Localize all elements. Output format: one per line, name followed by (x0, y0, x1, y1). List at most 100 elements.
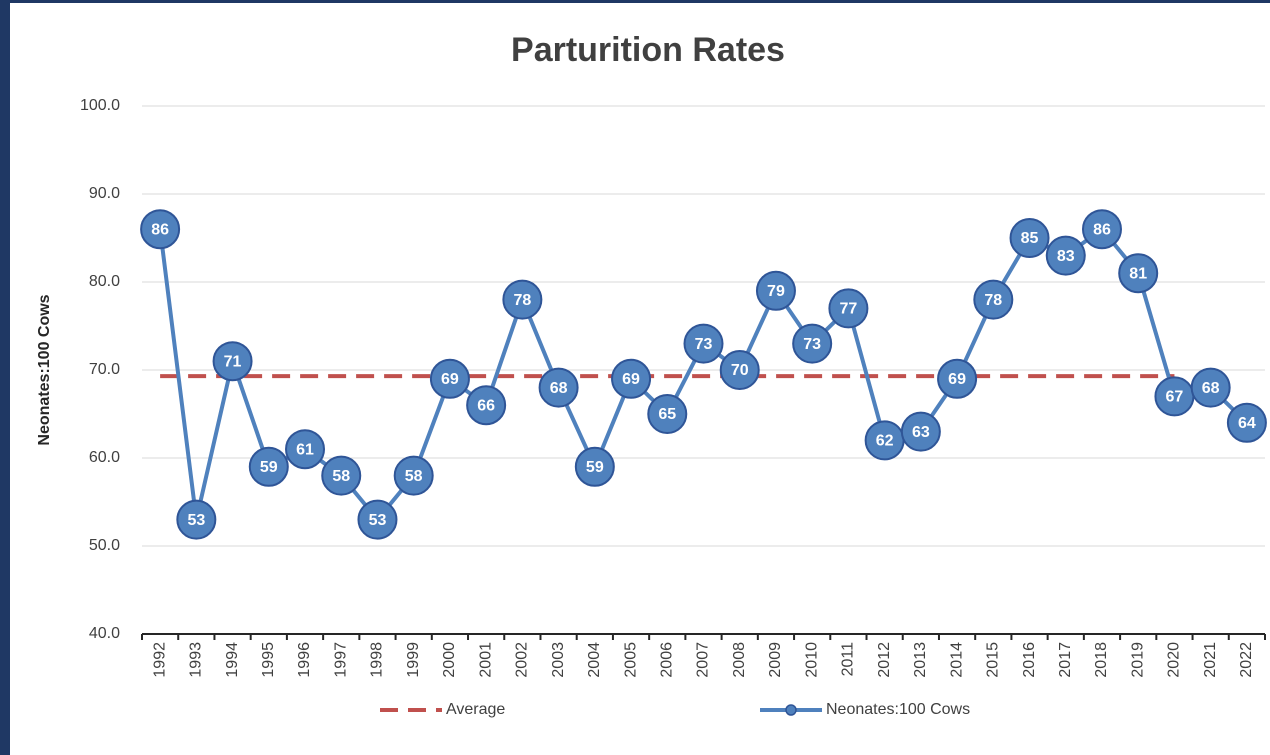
y-tick-label: 40.0 (89, 625, 120, 642)
y-tick-label: 70.0 (89, 361, 120, 378)
x-tick-label: 1999 (405, 642, 422, 678)
point-marker (321, 455, 362, 496)
x-tick-label: 2004 (586, 642, 603, 678)
point-marker (647, 394, 688, 434)
data-label: 86 (151, 221, 169, 238)
x-tick-label: 2012 (876, 642, 893, 678)
data-label: 58 (405, 468, 423, 485)
data-label: 69 (441, 371, 459, 388)
data-label: 86 (1093, 221, 1111, 238)
x-tick-label: 2021 (1202, 642, 1219, 678)
data-label: 81 (1129, 265, 1147, 282)
x-tick-label: 2006 (658, 642, 675, 678)
data-label: 85 (1021, 230, 1039, 247)
data-label: 65 (658, 406, 676, 423)
data-label: 83 (1057, 248, 1075, 265)
point-marker (429, 358, 470, 399)
frame-top (0, 0, 1270, 3)
point-marker (611, 358, 652, 399)
point-marker (792, 323, 833, 364)
x-tick-label: 2016 (1021, 642, 1038, 678)
data-label: 69 (622, 371, 640, 388)
data-label: 58 (332, 468, 350, 485)
data-label: 79 (767, 283, 785, 300)
x-tick-label: 2001 (477, 642, 494, 678)
chart-title: Parturition Rates (511, 31, 785, 69)
x-tick-label: 2010 (803, 642, 820, 678)
data-label: 78 (984, 292, 1002, 309)
data-label: 78 (513, 292, 531, 309)
x-tick-label: 2013 (912, 642, 929, 678)
data-label: 53 (187, 512, 205, 529)
point-marker (393, 455, 434, 496)
x-tick-label: 1995 (260, 642, 277, 678)
point-marker (357, 499, 398, 540)
x-tick-label: 2022 (1238, 642, 1255, 678)
x-tick-label: 1994 (224, 642, 241, 678)
x-tick-label: 2009 (767, 642, 784, 678)
x-tick-label: 1996 (296, 642, 313, 678)
legend-label: Neonates:100 Cows (826, 701, 970, 718)
x-tick-label: 1998 (369, 642, 386, 678)
legend-label: Average (446, 701, 505, 718)
x-tick-label: 2011 (840, 642, 857, 677)
x-tick-label: 2018 (1093, 642, 1110, 678)
data-label: 59 (586, 459, 604, 476)
data-label: 62 (876, 433, 894, 450)
data-label: 73 (695, 336, 713, 353)
point-marker (683, 323, 724, 364)
x-tick-label: 2008 (731, 642, 748, 678)
point-marker (1045, 235, 1086, 276)
legend-marker (785, 704, 797, 716)
x-tick-label: 2017 (1057, 642, 1074, 678)
point-marker (574, 446, 615, 487)
data-label: 67 (1166, 389, 1184, 406)
data-label: 59 (260, 459, 278, 476)
y-tick-label: 100.0 (80, 97, 120, 114)
point-marker (1009, 218, 1050, 258)
x-tick-label: 2019 (1129, 642, 1146, 678)
x-tick-label: 2020 (1166, 642, 1183, 678)
data-label: 53 (369, 512, 387, 529)
data-label: 68 (1202, 380, 1220, 397)
frame-left (0, 0, 10, 755)
point-marker (1118, 253, 1159, 294)
point-marker (212, 341, 253, 382)
data-label: 68 (550, 380, 568, 397)
point-marker (900, 411, 941, 452)
x-tick-label: 1997 (332, 642, 349, 678)
data-label: 66 (477, 397, 495, 414)
x-tick-label: 2015 (985, 642, 1002, 678)
point-marker (248, 446, 289, 487)
x-tick-label: 2002 (514, 642, 531, 678)
x-tick-label: 2000 (441, 642, 458, 678)
x-tick-label: 2003 (550, 642, 567, 678)
data-label: 63 (912, 424, 930, 441)
y-tick-label: 80.0 (89, 273, 120, 290)
y-axis-title: Neonates:100 Cows (36, 294, 53, 445)
x-tick-label: 1992 (151, 642, 168, 678)
x-tick-label: 2014 (948, 642, 965, 678)
data-label: 73 (803, 336, 821, 353)
point-marker (538, 367, 579, 408)
point-marker (755, 270, 796, 311)
data-label: 61 (296, 441, 314, 458)
x-tick-label: 2005 (622, 642, 639, 678)
data-label: 70 (731, 362, 749, 379)
point-marker (719, 350, 760, 390)
point-marker (176, 499, 217, 540)
data-label: 71 (224, 353, 242, 370)
data-label: 77 (840, 301, 858, 318)
point-marker (1226, 402, 1267, 443)
x-tick-label: 2007 (695, 642, 712, 678)
point-marker (502, 279, 543, 320)
point-marker (828, 288, 869, 329)
y-tick-label: 60.0 (89, 449, 120, 466)
point-marker (973, 279, 1014, 320)
data-label: 69 (948, 371, 966, 388)
point-marker (1081, 209, 1122, 250)
point-marker (1190, 367, 1231, 408)
point-marker (937, 358, 978, 399)
